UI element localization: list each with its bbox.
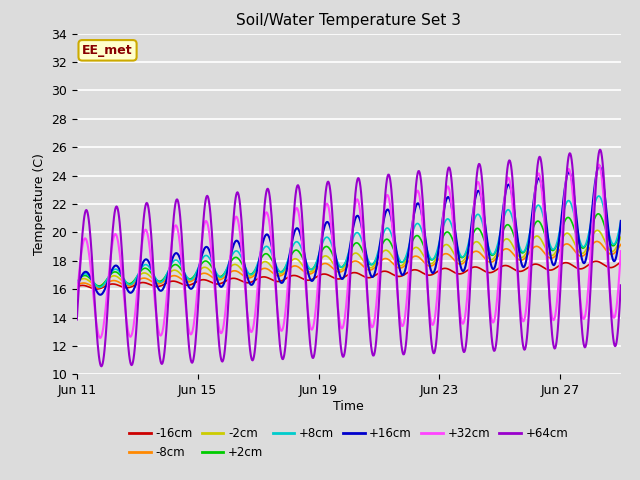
+32cm	[301, 268, 308, 274]
-16cm	[593, 258, 600, 264]
-2cm	[301, 265, 308, 271]
-2cm	[271, 269, 279, 275]
-16cm	[73, 284, 81, 289]
+16cm	[93, 288, 100, 294]
-2cm	[617, 234, 625, 240]
-16cm	[513, 268, 520, 274]
+32cm	[271, 286, 279, 291]
-2cm	[93, 283, 100, 289]
Line: -8cm: -8cm	[77, 241, 621, 288]
-8cm	[617, 241, 625, 247]
+2cm	[595, 211, 602, 216]
+16cm	[382, 209, 390, 215]
+16cm	[96, 292, 104, 298]
+8cm	[513, 233, 520, 239]
+64cm	[271, 274, 279, 280]
+8cm	[595, 193, 603, 199]
+2cm	[301, 259, 308, 264]
+2cm	[73, 279, 81, 285]
-8cm	[94, 285, 102, 291]
-16cm	[93, 286, 100, 292]
-2cm	[73, 280, 81, 286]
-2cm	[94, 283, 102, 289]
+32cm	[73, 294, 81, 300]
-16cm	[93, 286, 101, 292]
Line: +2cm: +2cm	[77, 214, 621, 286]
+8cm	[93, 283, 100, 288]
+64cm	[73, 317, 81, 323]
Line: +16cm: +16cm	[77, 166, 621, 295]
+2cm	[617, 225, 625, 231]
-2cm	[594, 228, 602, 233]
+16cm	[617, 218, 625, 224]
Title: Soil/Water Temperature Set 3: Soil/Water Temperature Set 3	[236, 13, 461, 28]
+2cm	[93, 282, 100, 288]
Line: +8cm: +8cm	[77, 196, 621, 287]
+16cm	[271, 261, 279, 267]
Text: EE_met: EE_met	[82, 44, 133, 57]
+64cm	[301, 250, 308, 256]
-2cm	[513, 251, 520, 256]
-8cm	[382, 256, 390, 262]
+16cm	[596, 163, 604, 169]
+32cm	[513, 262, 520, 267]
+2cm	[95, 283, 102, 289]
-8cm	[513, 255, 520, 261]
+64cm	[97, 363, 105, 369]
+8cm	[617, 218, 625, 224]
+8cm	[382, 226, 390, 232]
-16cm	[617, 259, 625, 265]
Legend: -16cm, -8cm, -2cm, +2cm, +8cm, +16cm, +32cm, +64cm: -16cm, -8cm, -2cm, +2cm, +8cm, +16cm, +3…	[125, 422, 573, 464]
+16cm	[73, 284, 81, 290]
-8cm	[73, 283, 81, 288]
-16cm	[271, 278, 279, 284]
+16cm	[513, 229, 520, 235]
+2cm	[202, 258, 209, 264]
Line: -2cm: -2cm	[77, 230, 621, 286]
+8cm	[73, 280, 81, 286]
+64cm	[202, 199, 209, 204]
+32cm	[96, 335, 104, 341]
Line: -16cm: -16cm	[77, 261, 621, 289]
+8cm	[202, 252, 209, 258]
+8cm	[301, 254, 308, 260]
+64cm	[513, 249, 520, 254]
+16cm	[202, 244, 209, 250]
-8cm	[301, 269, 308, 275]
+32cm	[595, 162, 603, 168]
+2cm	[382, 237, 390, 242]
-8cm	[593, 239, 601, 244]
+32cm	[382, 196, 390, 202]
Y-axis label: Temperature (C): Temperature (C)	[33, 153, 45, 255]
-2cm	[382, 247, 390, 253]
+64cm	[93, 324, 100, 330]
-8cm	[202, 270, 209, 276]
+32cm	[93, 320, 100, 325]
+8cm	[95, 284, 103, 290]
+8cm	[271, 261, 279, 266]
Line: +32cm: +32cm	[77, 165, 621, 338]
-8cm	[271, 272, 279, 278]
+2cm	[513, 241, 520, 247]
+64cm	[596, 147, 604, 153]
-8cm	[93, 285, 100, 290]
+2cm	[271, 264, 279, 269]
-16cm	[382, 268, 390, 274]
Line: +64cm: +64cm	[77, 150, 621, 366]
-16cm	[202, 277, 209, 283]
-2cm	[202, 264, 209, 270]
+16cm	[301, 251, 308, 256]
+64cm	[617, 282, 625, 288]
-16cm	[301, 276, 308, 282]
+32cm	[202, 218, 209, 224]
X-axis label: Time: Time	[333, 400, 364, 413]
+64cm	[382, 187, 390, 193]
+32cm	[617, 248, 625, 254]
